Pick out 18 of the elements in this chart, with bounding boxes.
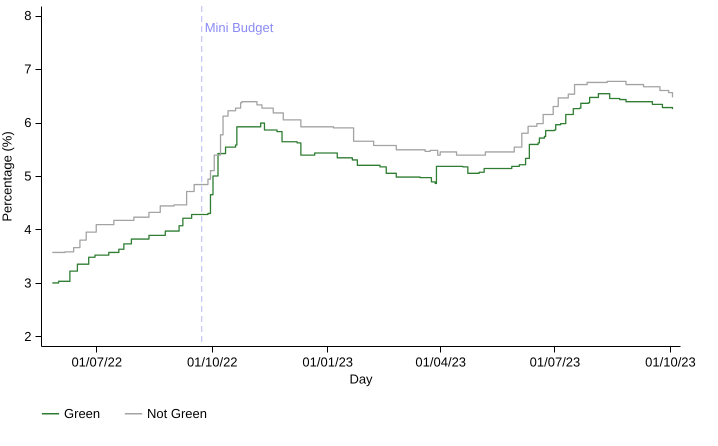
y-tick-label: 7: [24, 62, 32, 77]
legend-label: Not Green: [147, 406, 207, 421]
y-tick-label: 2: [24, 328, 32, 344]
x-tick-label: 01/07/22: [71, 354, 122, 370]
y-tick-label: 3: [24, 275, 32, 290]
x-axis-title: Day: [349, 372, 374, 386]
x-tick-label: 01/10/23: [645, 354, 696, 370]
ref-line-label: Mini Budget: [204, 20, 274, 35]
y-tick-label: 5: [24, 168, 32, 184]
x-tick-label: 01/04/23: [415, 354, 466, 370]
x-tick-label: 01/10/22: [186, 354, 238, 370]
x-tick-label: 01/01/23: [302, 354, 354, 370]
y-tick-label: 8: [24, 8, 32, 24]
y-axis-title: Percentage (%): [0, 131, 14, 222]
y-tick-label: 4: [24, 222, 32, 237]
legend-label: Green: [64, 406, 100, 421]
x-tick-label: 01/07/23: [530, 354, 580, 370]
y-tick-label: 6: [24, 115, 32, 130]
